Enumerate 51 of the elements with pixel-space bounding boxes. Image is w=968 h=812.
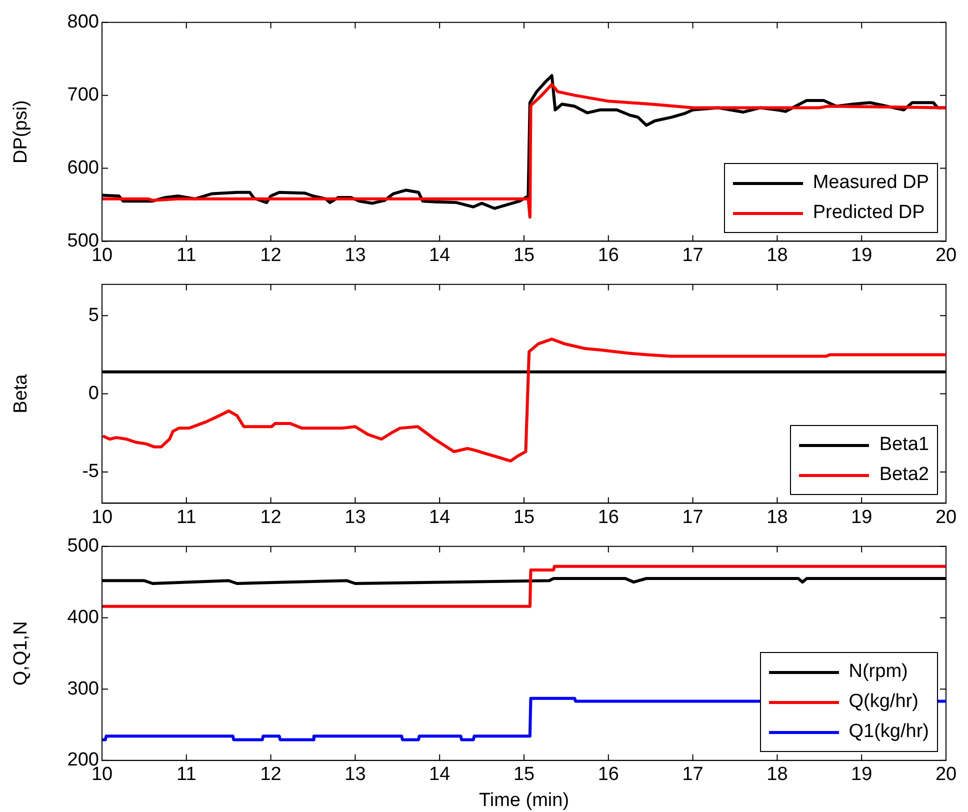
y-tick-label: 800 [67, 12, 99, 33]
y-axis-title: Beta [10, 374, 32, 414]
x-tick-label: 17 [682, 506, 704, 528]
x-tick-label: 20 [935, 506, 957, 528]
legend-label: N(rpm) [848, 661, 908, 684]
legend-label: Q1(kg/hr) [848, 721, 929, 744]
y-tick-label: 400 [67, 606, 99, 628]
legend-label: Beta2 [879, 464, 929, 486]
x-tick-label: 16 [598, 244, 619, 266]
x-tick-label: 13 [344, 244, 366, 266]
x-tick-label: 12 [260, 506, 282, 528]
x-tick-label: 15 [513, 506, 535, 528]
x-tick-label: 12 [260, 244, 282, 266]
x-tick-label: 13 [344, 506, 366, 528]
y-tick-label: 600 [67, 158, 99, 178]
y-tick-label: 0 [88, 383, 99, 404]
x-tick-label: 15 [513, 244, 535, 266]
x-tick-label: 18 [766, 506, 788, 528]
x-tick-label: 16 [598, 764, 619, 786]
x-tick-label: 11 [176, 244, 196, 266]
x-tick-label: 20 [935, 244, 957, 266]
x-tick-label: 19 [851, 764, 872, 786]
x-axis-title: Time (min) [478, 790, 570, 811]
x-tick-label: 14 [429, 244, 451, 266]
x-tick-label: 15 [513, 764, 535, 786]
x-tick-label: 11 [176, 764, 196, 786]
y-axis-title: Q,Q1,N [10, 621, 32, 686]
x-tick-label: 17 [682, 244, 704, 266]
x-tick-label: 10 [91, 506, 113, 528]
x-tick-label: 18 [766, 764, 788, 786]
y-tick-label: 300 [67, 678, 99, 700]
x-tick-label: 16 [598, 506, 619, 528]
y-tick-label: 500 [67, 536, 99, 557]
y-tick-label: -5 [82, 461, 99, 482]
legend-label: Measured DP [812, 172, 929, 194]
y-axis-title: DP(psi) [10, 100, 32, 164]
x-tick-label: 13 [344, 764, 366, 786]
x-tick-label: 14 [429, 764, 451, 786]
x-tick-label: 11 [176, 506, 196, 528]
legend-label: Beta1 [879, 434, 929, 456]
x-tick-label: 18 [766, 244, 788, 266]
x-tick-label: 20 [935, 764, 957, 786]
x-tick-label: 17 [682, 764, 704, 786]
x-tick-label: 19 [851, 506, 872, 528]
legend-label: Q(kg/hr) [848, 691, 918, 714]
x-tick-label: 14 [429, 506, 451, 528]
legend-label: Predicted DP [812, 202, 925, 224]
y-tick-label: 700 [67, 84, 99, 106]
x-tick-label: 12 [260, 764, 282, 786]
y-tick-label: 5 [88, 304, 99, 326]
x-tick-label: 19 [851, 244, 872, 266]
